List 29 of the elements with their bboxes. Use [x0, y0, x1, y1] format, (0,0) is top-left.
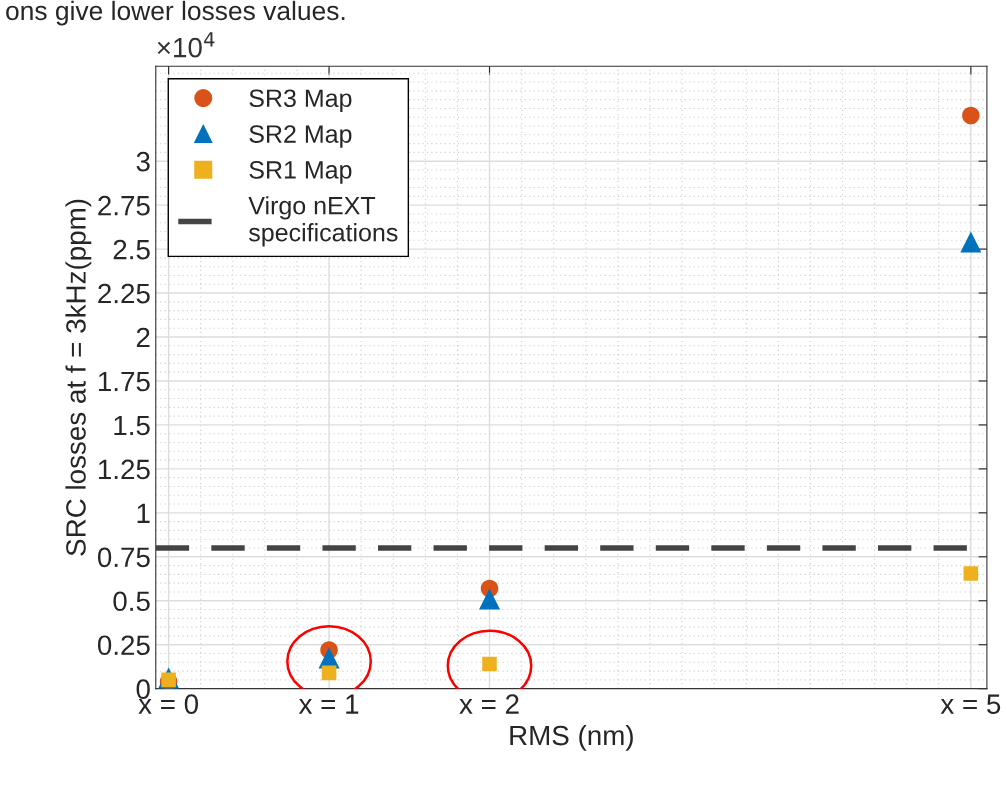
y-tick-label: 2.25 [98, 283, 150, 304]
text: ons give lower losses values. [6, 0, 345, 26]
text: ×10$^{4}$ [157, 32, 215, 58]
y-tick-label: 3 [136, 151, 150, 172]
y-tick-label: 1.5 [114, 415, 150, 436]
x-tick-label: x = 5 [940, 694, 1001, 714]
y-tick-label: 1 [137, 503, 150, 523]
x-axis-title: RMS (nm) [510, 724, 633, 751]
point [321, 665, 337, 681]
x-tick-label: x = 1 [298, 694, 359, 714]
y-tick-label: 1.25 [98, 459, 150, 480]
point [962, 106, 980, 125]
legend-label: SR3 Map [249, 89, 352, 113]
y-tick-label: 0.5 [113, 591, 150, 612]
legend-label: SR1 Map [249, 161, 352, 184]
point [960, 231, 982, 253]
y-tick-label: 2 [136, 327, 150, 348]
y-tick-label: 2.5 [113, 239, 150, 260]
y-tick-label: 0.25 [97, 635, 150, 656]
y-axis-title: SRC losses at f = 3kHz(ppm) [65, 199, 92, 556]
point [478, 588, 501, 610]
y-tick-label: 2.75 [98, 195, 150, 216]
legend-label: SR2 Map [249, 125, 352, 148]
y-tick-label: 0.75 [97, 547, 150, 568]
y-tick-label: 1.75 [98, 371, 150, 392]
point [482, 656, 497, 672]
x-tick-label: x = 2 [459, 694, 519, 714]
point [963, 566, 979, 581]
legend-label: Virgo nEXT specifications [248, 196, 398, 247]
